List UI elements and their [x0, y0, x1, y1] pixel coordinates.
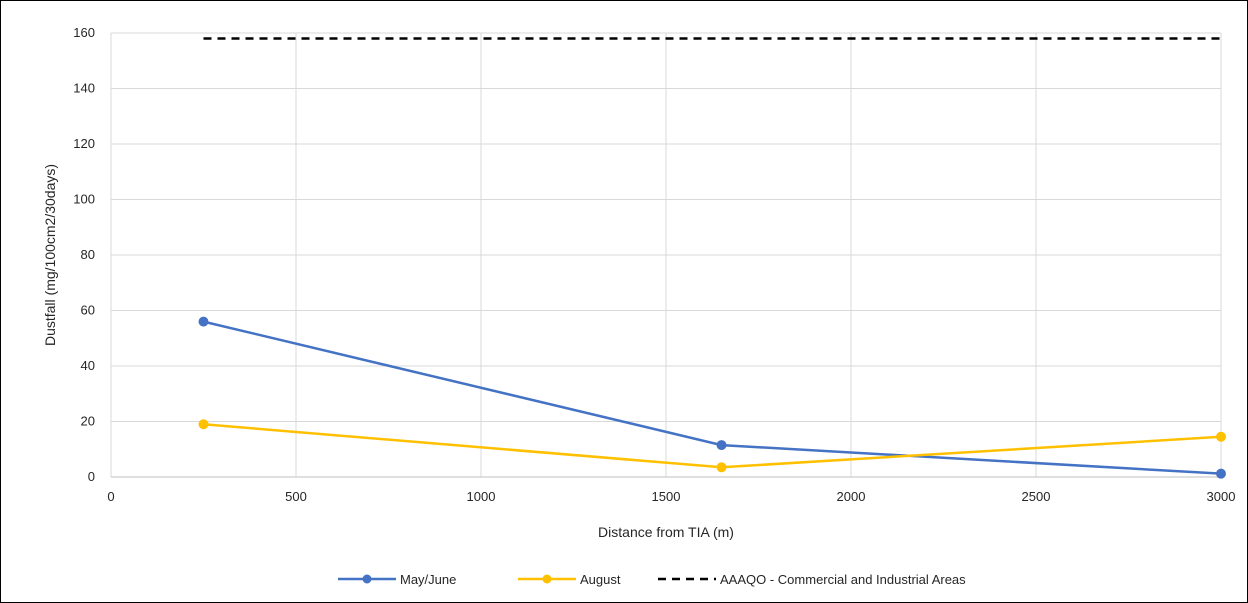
legend-label: August [580, 572, 621, 587]
legend-label: AAAQO - Commercial and Industrial Areas [720, 572, 966, 587]
data-point [1216, 431, 1226, 442]
data-point [198, 419, 209, 430]
series-line [203, 320, 1222, 475]
legend-marker [542, 574, 552, 584]
legend: May/June August AAAQO - Commercial and Ind… [338, 572, 966, 587]
x-tick-label: 500 [285, 489, 307, 504]
y-axis-ticks: 0 20 40 60 80 100 120 140 160 [73, 25, 95, 484]
series-0 [198, 316, 1226, 479]
x-tick-label: 2000 [837, 489, 866, 504]
series-1 [198, 419, 1226, 473]
legend-item: May/June [338, 572, 456, 587]
y-tick-label: 40 [81, 358, 95, 373]
x-tick-label: 1500 [652, 489, 681, 504]
data-point [716, 440, 727, 451]
series-line [203, 423, 1222, 469]
y-tick-label: 80 [81, 247, 95, 262]
data-point [198, 316, 209, 327]
y-tick-label: 160 [73, 25, 95, 40]
x-axis-title: Distance from TIA (m) [598, 524, 734, 540]
y-tick-label: 100 [73, 192, 95, 207]
legend-item: August [518, 572, 621, 587]
y-tick-label: 20 [81, 414, 95, 429]
x-tick-label: 0 [107, 489, 114, 504]
x-tick-label: 2500 [1022, 489, 1051, 504]
data-point [1216, 468, 1226, 479]
y-axis-title: Dustfall (mg/100cm2/30days) [42, 164, 58, 346]
y-tick-label: 120 [73, 136, 95, 151]
y-tick-label: 0 [88, 469, 95, 484]
x-tick-label: 1000 [467, 489, 496, 504]
grid [110, 32, 1222, 477]
series [198, 37, 1226, 479]
y-tick-label: 140 [73, 81, 95, 96]
y-tick-label: 60 [81, 303, 95, 318]
x-tick-label: 3000 [1207, 489, 1236, 504]
x-axis-ticks: 0 500 1000 1500 2000 2500 3000 [107, 489, 1235, 504]
data-point [716, 462, 727, 473]
legend-marker [362, 574, 372, 584]
legend-label: May/June [400, 572, 456, 587]
legend-item: AAAQO - Commercial and Industrial Areas [658, 572, 966, 587]
